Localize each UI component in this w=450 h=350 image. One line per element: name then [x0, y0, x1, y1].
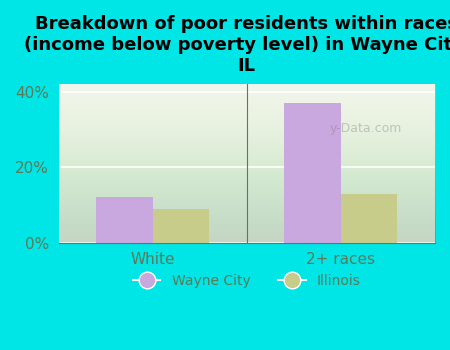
Legend: Wayne City, Illinois: Wayne City, Illinois	[127, 268, 366, 294]
Title: Breakdown of poor residents within races
(income below poverty level) in Wayne C: Breakdown of poor residents within races…	[24, 15, 450, 75]
Bar	[284, 103, 341, 243]
Bar	[341, 194, 397, 243]
Bar	[153, 209, 209, 243]
Bar	[96, 197, 153, 243]
Text: y-Data.com: y-Data.com	[329, 122, 402, 135]
